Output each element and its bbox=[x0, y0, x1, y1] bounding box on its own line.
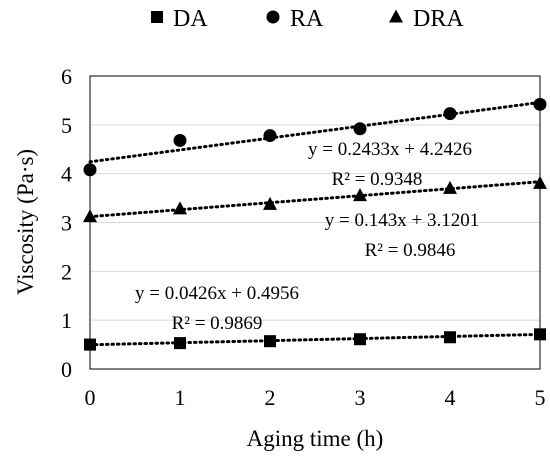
y-axis-label: Viscosity (Pa·s) bbox=[13, 149, 38, 295]
x-tick-label: 2 bbox=[265, 385, 276, 410]
plot-frame bbox=[89, 75, 541, 370]
trendline-dra bbox=[88, 180, 542, 219]
y-tick-label: 0 bbox=[61, 357, 72, 382]
legend-label-ra: RA bbox=[290, 6, 324, 32]
r2-ra: R² = 0.9348 bbox=[332, 169, 423, 190]
x-tick-label: 3 bbox=[355, 385, 366, 410]
trendline-ra bbox=[88, 100, 542, 164]
legend-marker-dra bbox=[389, 9, 403, 23]
x-tick-label: 1 bbox=[175, 385, 186, 410]
trendline-da bbox=[88, 332, 542, 347]
y-tick-label: 1 bbox=[61, 308, 72, 333]
x-tick-label: 4 bbox=[445, 385, 456, 410]
x-tick-label: 5 bbox=[535, 385, 546, 410]
equation-dra: y = 0.143x + 3.1201 bbox=[325, 210, 479, 231]
equation-da: y = 0.0426x + 0.4956 bbox=[135, 283, 299, 304]
point-ra bbox=[353, 122, 367, 136]
legend-label-da: DA bbox=[173, 6, 208, 32]
equation-ra: y = 0.2433x + 4.2426 bbox=[308, 139, 472, 160]
point-ra bbox=[443, 107, 457, 121]
r2-dra: R² = 0.9846 bbox=[365, 240, 456, 261]
point-dra bbox=[443, 180, 457, 194]
point-da bbox=[444, 331, 456, 344]
point-ra bbox=[173, 133, 187, 147]
point-dra bbox=[263, 196, 277, 210]
trendline-annotations: y = 0.0426x + 0.4956 R² = 0.9869 y = 0.243… bbox=[135, 139, 479, 334]
legend-label-dra: DRA bbox=[413, 6, 464, 32]
point-da bbox=[264, 335, 276, 348]
trendlines bbox=[88, 100, 542, 347]
point-dra bbox=[353, 188, 367, 202]
data-points bbox=[83, 97, 547, 351]
y-tick-label: 2 bbox=[61, 259, 72, 284]
y-tick-label: 4 bbox=[61, 162, 72, 187]
y-tick-label: 5 bbox=[61, 113, 72, 138]
x-axis-label: Aging time (h) bbox=[247, 426, 384, 451]
y-tick-label: 6 bbox=[61, 64, 72, 89]
tick-labels: 0 1 2 3 4 5 0 1 2 3 4 5 6 bbox=[61, 64, 546, 410]
point-ra bbox=[263, 129, 277, 143]
point-dra bbox=[173, 201, 187, 215]
legend-marker-da bbox=[151, 11, 163, 23]
legend: DA RA DRA bbox=[151, 6, 464, 32]
x-tick-label: 0 bbox=[85, 385, 96, 410]
r2-da: R² = 0.9869 bbox=[172, 313, 263, 334]
y-tick-label: 3 bbox=[61, 211, 72, 236]
axes bbox=[89, 75, 541, 370]
point-da bbox=[174, 337, 186, 350]
point-da bbox=[354, 333, 366, 346]
legend-marker-ra bbox=[266, 10, 280, 24]
